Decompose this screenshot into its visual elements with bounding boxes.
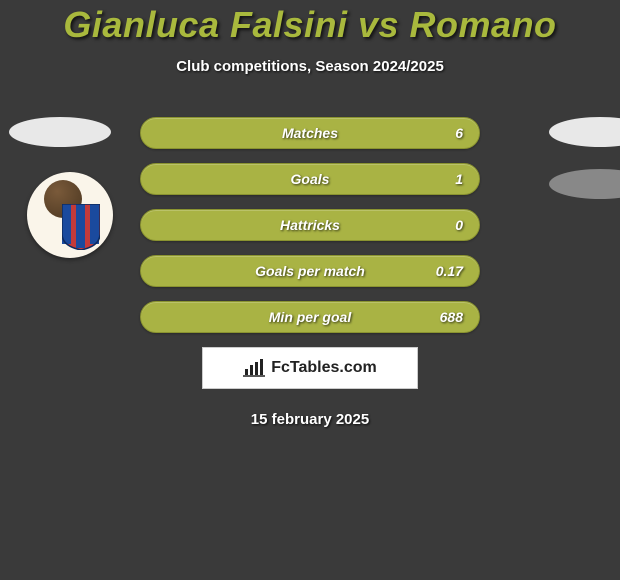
- stat-label: Goals: [291, 171, 330, 187]
- stat-label: Goals per match: [255, 263, 365, 279]
- stat-row-hattricks: Hattricks 0: [140, 209, 480, 241]
- player-right-club-placeholder: [549, 169, 620, 199]
- subtitle: Club competitions, Season 2024/2025: [0, 58, 620, 75]
- stat-label: Min per goal: [269, 309, 351, 325]
- player-left-avatar-placeholder: [9, 117, 111, 147]
- bar-chart-icon: [243, 359, 265, 377]
- stat-value: 688: [440, 309, 463, 325]
- shield-icon: [62, 204, 100, 250]
- player-right-avatar-placeholder: [549, 117, 620, 147]
- stat-value: 6: [455, 125, 463, 141]
- stats-area: Matches 6 Goals 1 Hattricks 0 Goals per …: [0, 117, 620, 428]
- date-label: 15 february 2025: [0, 411, 620, 428]
- club-crest-icon: [40, 180, 100, 250]
- stat-label: Hattricks: [280, 217, 340, 233]
- stat-label: Matches: [282, 125, 338, 141]
- brand-link[interactable]: FcTables.com: [202, 347, 418, 389]
- club-badge-left: [27, 172, 113, 258]
- page-title: Gianluca Falsini vs Romano: [0, 4, 620, 46]
- brand-text: FcTables.com: [271, 359, 377, 377]
- stat-value: 0: [455, 217, 463, 233]
- stat-row-goals-per-match: Goals per match 0.17: [140, 255, 480, 287]
- stat-value: 1: [455, 171, 463, 187]
- stat-row-goals: Goals 1: [140, 163, 480, 195]
- comparison-card: Gianluca Falsini vs Romano Club competit…: [0, 0, 620, 428]
- stat-row-min-per-goal: Min per goal 688: [140, 301, 480, 333]
- stat-row-matches: Matches 6: [140, 117, 480, 149]
- stat-value: 0.17: [436, 263, 463, 279]
- stat-rows: Matches 6 Goals 1 Hattricks 0 Goals per …: [140, 117, 480, 333]
